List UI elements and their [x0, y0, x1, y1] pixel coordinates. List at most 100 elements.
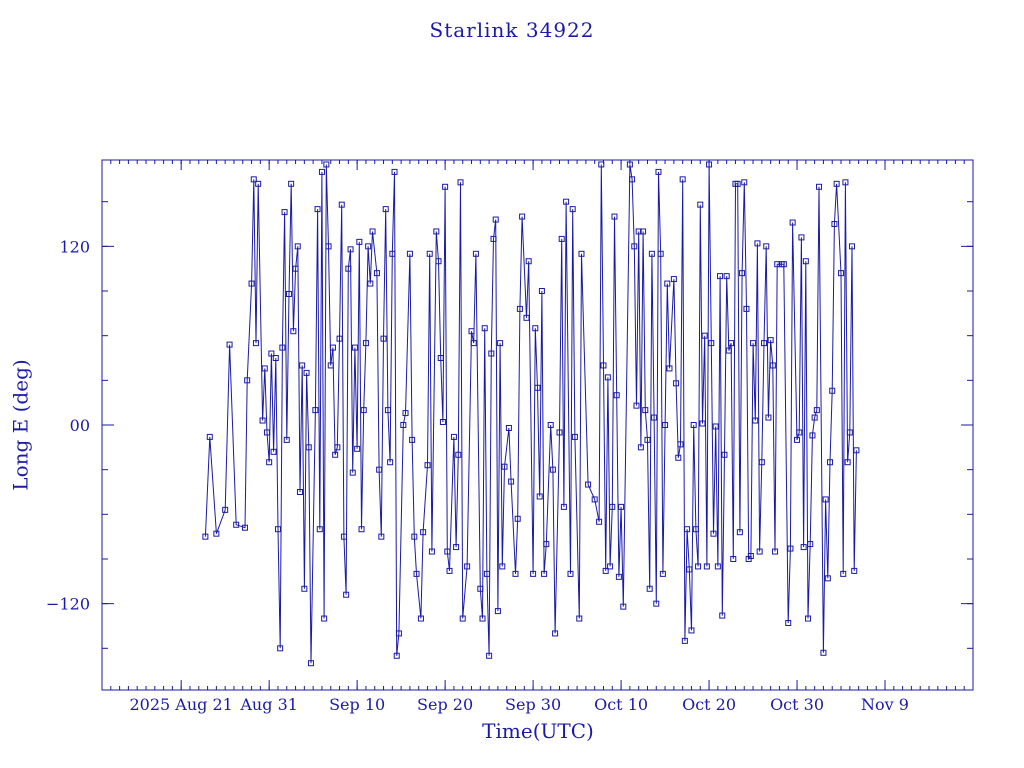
- data-point: [268, 350, 275, 357]
- data-point: [453, 544, 460, 551]
- data-point: [651, 414, 658, 421]
- data-point: [409, 436, 416, 443]
- data-point: [629, 176, 636, 183]
- data-point: [547, 422, 554, 428]
- data-point: [653, 600, 660, 607]
- data-point: [459, 615, 466, 622]
- data-point: [769, 362, 776, 369]
- data-point: [846, 429, 853, 436]
- data-point: [824, 575, 831, 582]
- axis-ticks: [101, 160, 974, 690]
- data-point: [444, 548, 451, 555]
- data-point: [708, 340, 715, 347]
- chart-title: Starlink 34922: [430, 18, 595, 42]
- data-point: [206, 433, 213, 440]
- data-point: [596, 518, 603, 525]
- data-point: [318, 168, 325, 175]
- data-point: [525, 258, 532, 265]
- data-point: [774, 261, 781, 268]
- data-point: [538, 288, 545, 295]
- data-point: [794, 436, 801, 443]
- data-point: [618, 503, 625, 510]
- data-point: [725, 347, 732, 354]
- data-point: [233, 521, 240, 528]
- data-point: [457, 179, 464, 186]
- x-tick-label: Sep 30: [505, 695, 561, 714]
- data-point: [420, 529, 427, 536]
- y-tick-label: 00: [70, 416, 90, 435]
- data-point: [285, 290, 292, 297]
- data-point: [664, 280, 671, 287]
- data-point: [827, 459, 834, 466]
- data-point: [690, 422, 697, 428]
- y-axis-label: Long E (deg): [9, 359, 33, 490]
- data-point: [851, 567, 858, 574]
- data-point: [347, 246, 354, 253]
- data-point: [534, 384, 541, 391]
- data-point: [662, 422, 669, 428]
- data-point: [272, 355, 279, 362]
- data-point: [483, 570, 490, 577]
- data-point: [299, 362, 306, 369]
- data-point: [807, 541, 814, 548]
- data-point: [279, 344, 286, 351]
- data-point: [523, 314, 530, 321]
- data-point: [666, 365, 673, 372]
- data-point: [800, 544, 807, 551]
- data-point: [470, 340, 477, 347]
- data-point: [644, 436, 651, 443]
- data-point: [437, 355, 444, 362]
- data-point: [719, 612, 726, 619]
- data-point: [578, 250, 585, 257]
- data-point: [307, 660, 314, 667]
- data-point: [332, 451, 339, 458]
- data-point: [600, 362, 607, 369]
- x-tick-label: Oct 20: [682, 695, 736, 714]
- data-point: [703, 563, 710, 570]
- data-point: [274, 526, 281, 533]
- data-point: [789, 219, 796, 226]
- y-tick-label: 120: [59, 237, 90, 256]
- data-point: [281, 209, 288, 216]
- data-point: [684, 526, 691, 533]
- data-point: [516, 305, 523, 312]
- data-point: [615, 573, 622, 580]
- data-point: [497, 340, 504, 347]
- data-point: [411, 533, 418, 540]
- data-point: [613, 392, 620, 399]
- data-point: [681, 637, 688, 644]
- y-tick-label: −120: [46, 595, 90, 614]
- series-layer: [202, 161, 860, 667]
- data-point: [710, 530, 717, 537]
- data-point: [811, 414, 818, 421]
- data-point: [761, 340, 768, 347]
- data-point: [490, 235, 497, 242]
- data-point: [679, 176, 686, 183]
- x-tick-label: Nov 9: [861, 695, 909, 714]
- data-point: [356, 238, 363, 245]
- data-point: [455, 451, 462, 458]
- data-point: [558, 235, 565, 242]
- data-point: [325, 243, 332, 250]
- data-point: [413, 570, 420, 577]
- data-point: [571, 433, 578, 440]
- data-point: [697, 201, 704, 208]
- data-point: [844, 459, 851, 466]
- data-point: [255, 180, 262, 187]
- data-point: [336, 335, 343, 342]
- data-point: [345, 265, 352, 272]
- data-point: [479, 615, 486, 622]
- data-point: [591, 496, 598, 503]
- data-point: [754, 240, 761, 247]
- data-point: [433, 228, 440, 235]
- data-point: [508, 478, 515, 485]
- data-point: [706, 161, 713, 168]
- data-point: [334, 444, 341, 451]
- data-point: [543, 541, 550, 548]
- data-point: [756, 548, 763, 555]
- data-point: [609, 503, 616, 510]
- data-point: [602, 567, 609, 574]
- data-point: [378, 533, 385, 540]
- data-point: [714, 563, 721, 570]
- data-point: [382, 206, 389, 213]
